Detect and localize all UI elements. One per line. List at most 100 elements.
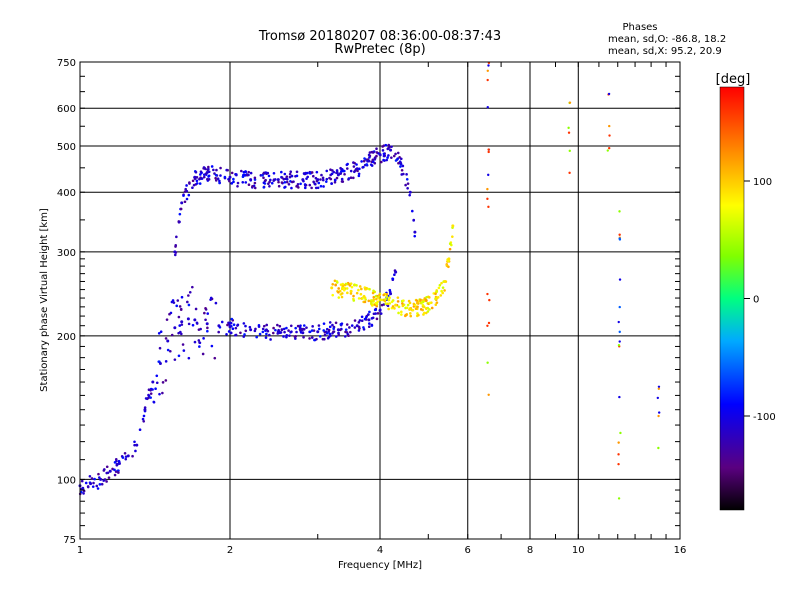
- data-point: [342, 288, 346, 292]
- data-point: [486, 361, 489, 364]
- data-point: [149, 388, 152, 392]
- data-point: [261, 330, 265, 334]
- data-point: [113, 461, 117, 464]
- data-point: [177, 315, 181, 319]
- data-point: [355, 284, 358, 287]
- data-point: [378, 298, 382, 302]
- data-point: [334, 321, 338, 325]
- data-point: [340, 292, 344, 295]
- data-point: [268, 333, 271, 337]
- data-point: [316, 186, 320, 190]
- data-point: [98, 483, 102, 486]
- data-point: [182, 349, 186, 352]
- data-point: [311, 325, 314, 328]
- data-point: [183, 190, 187, 193]
- data-point: [287, 329, 290, 332]
- data-point: [262, 176, 265, 180]
- data-point: [386, 156, 389, 159]
- data-point: [347, 334, 350, 338]
- data-point: [487, 150, 490, 154]
- data-point: [618, 278, 622, 281]
- data-point: [345, 287, 349, 290]
- data-point: [486, 187, 489, 191]
- data-point: [374, 312, 377, 315]
- data-point: [177, 331, 180, 335]
- data-point: [618, 330, 621, 334]
- data-point: [355, 324, 359, 328]
- data-point: [389, 292, 393, 296]
- data-point: [393, 273, 396, 276]
- data-point: [282, 335, 285, 338]
- data-point: [328, 325, 332, 329]
- data-point: [364, 315, 368, 319]
- data-point: [657, 385, 661, 388]
- x-tick-label: 6: [465, 545, 471, 556]
- data-point: [357, 297, 361, 300]
- data-point: [214, 176, 217, 180]
- data-point: [368, 310, 371, 314]
- data-point: [486, 78, 489, 82]
- data-point: [247, 170, 251, 174]
- data-point: [280, 176, 284, 179]
- data-point: [349, 330, 352, 334]
- data-point: [371, 304, 374, 307]
- data-point: [388, 302, 392, 305]
- data-point: [353, 283, 356, 286]
- data-point: [399, 161, 403, 165]
- data-point: [294, 326, 297, 330]
- data-point: [203, 311, 206, 315]
- data-point: [435, 301, 439, 304]
- y-axis-label: Stationary phase Virtual Height [km]: [39, 208, 50, 392]
- data-point: [367, 313, 370, 316]
- data-point: [84, 481, 88, 485]
- data-point: [181, 343, 185, 346]
- data-point: [315, 337, 318, 341]
- data-point: [254, 327, 257, 331]
- data-point: [230, 182, 234, 185]
- data-point: [308, 337, 311, 340]
- data-point: [349, 282, 353, 285]
- data-point: [187, 193, 191, 197]
- data-point: [415, 299, 418, 302]
- data-point: [486, 292, 489, 296]
- data-point: [223, 175, 227, 179]
- data-point: [387, 154, 390, 157]
- data-point: [400, 168, 404, 172]
- data-point: [155, 381, 159, 385]
- data-point: [276, 330, 280, 334]
- data-point: [204, 307, 207, 310]
- data-point: [340, 322, 344, 325]
- data-point: [264, 178, 267, 182]
- data-point: [567, 126, 570, 130]
- data-point: [416, 305, 419, 309]
- data-point: [343, 283, 347, 287]
- data-point: [301, 178, 305, 182]
- data-point: [425, 307, 428, 310]
- data-point: [180, 323, 184, 326]
- stats-x-mode: mean, sd,X: 95.2, 20.9: [608, 46, 722, 57]
- data-point: [191, 323, 195, 327]
- x-tick-label: 1: [77, 545, 83, 556]
- data-point: [416, 301, 419, 305]
- x-tick-label: 8: [527, 545, 533, 556]
- data-point: [92, 481, 95, 485]
- data-point: [392, 154, 396, 158]
- data-point: [114, 470, 118, 473]
- data-point: [194, 170, 198, 174]
- data-point: [451, 224, 455, 228]
- data-point: [378, 152, 382, 156]
- data-point: [236, 323, 240, 327]
- data-point: [157, 331, 161, 335]
- data-point: [358, 167, 361, 171]
- data-point: [384, 297, 387, 301]
- data-point: [193, 340, 197, 344]
- data-point: [568, 101, 572, 104]
- data-point: [448, 242, 452, 246]
- data-point: [378, 308, 382, 312]
- data-point: [380, 303, 384, 307]
- data-point: [412, 218, 416, 222]
- data-point: [241, 180, 245, 184]
- data-point: [280, 328, 284, 332]
- data-point: [321, 176, 325, 180]
- data-point: [226, 168, 229, 172]
